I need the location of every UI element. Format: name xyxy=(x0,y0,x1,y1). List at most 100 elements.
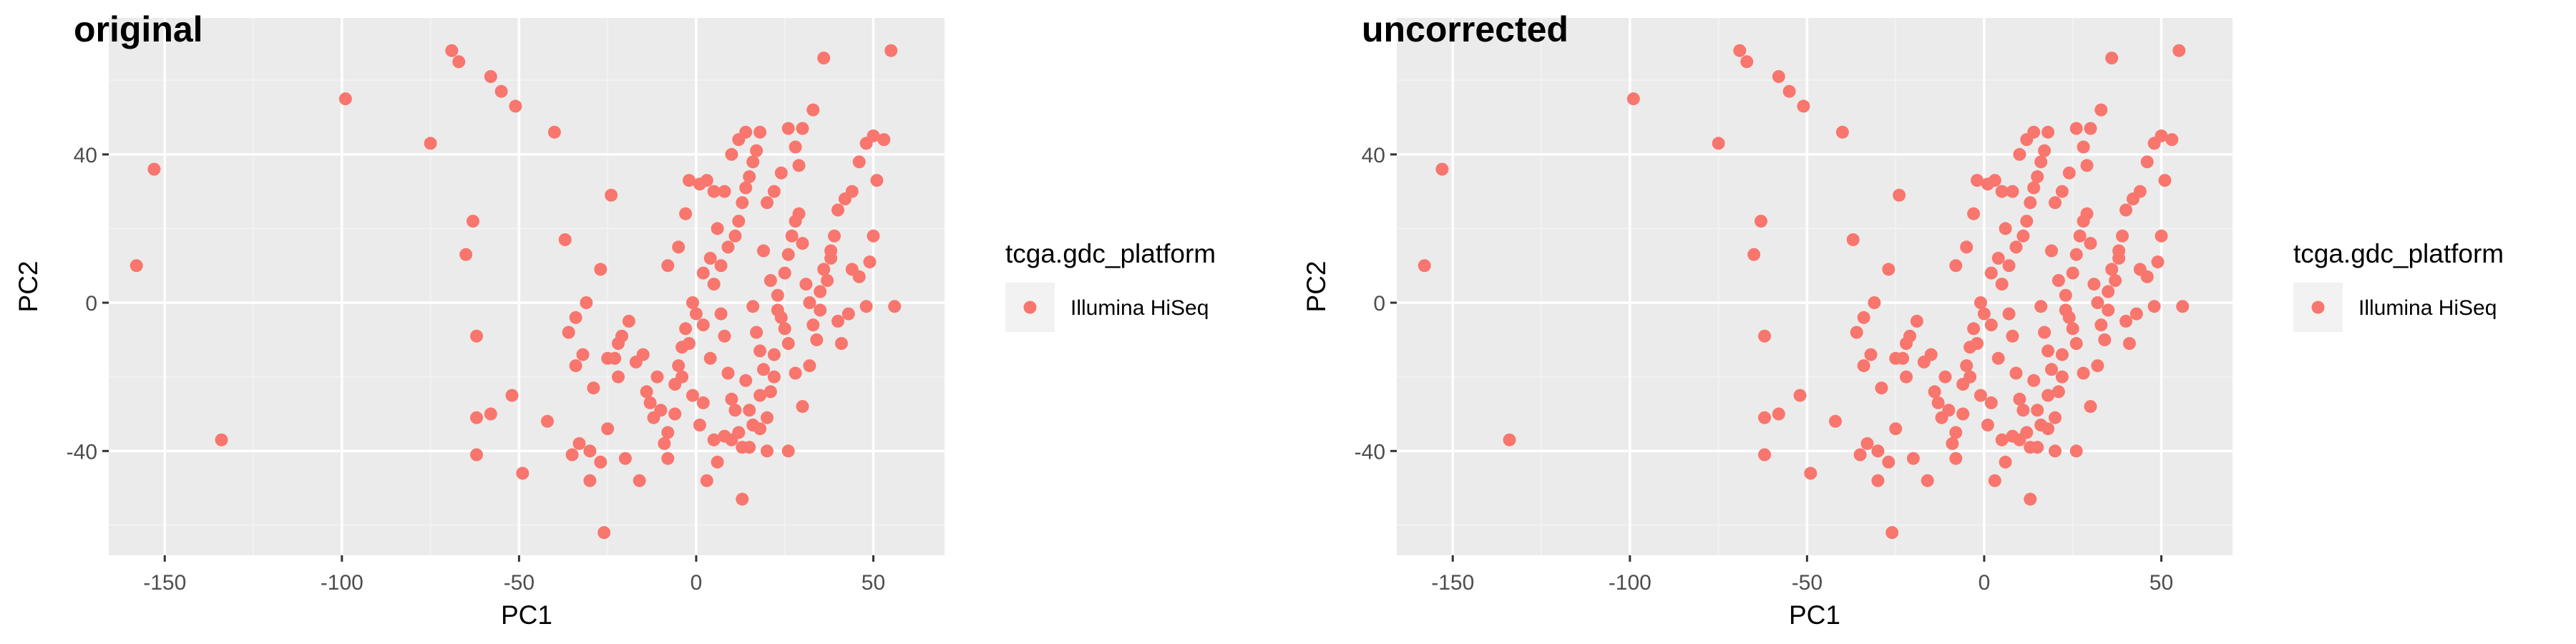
data-point xyxy=(1889,422,1903,436)
data-point xyxy=(1758,329,1771,343)
data-point xyxy=(583,474,597,487)
data-point xyxy=(1793,389,1807,402)
data-point xyxy=(1946,436,1959,450)
data-point xyxy=(576,348,590,361)
data-point xyxy=(728,229,742,243)
data-point xyxy=(884,44,898,57)
data-point xyxy=(714,259,728,273)
data-point xyxy=(580,296,593,309)
data-point xyxy=(781,444,795,458)
data-point xyxy=(2158,174,2172,187)
data-point xyxy=(834,337,848,350)
data-point xyxy=(2155,229,2168,243)
data-point xyxy=(824,251,838,265)
data-point xyxy=(814,303,827,317)
data-point xyxy=(718,185,731,198)
data-point xyxy=(2038,144,2051,157)
data-point xyxy=(2049,196,2062,210)
data-point xyxy=(2147,300,2161,313)
data-point xyxy=(753,344,767,358)
data-point xyxy=(484,70,497,83)
data-point xyxy=(2051,274,2065,287)
data-point xyxy=(743,404,756,417)
data-point xyxy=(757,363,770,376)
data-point xyxy=(2165,133,2179,147)
data-point xyxy=(696,318,710,332)
data-point xyxy=(2102,303,2115,317)
data-point xyxy=(424,137,437,150)
data-point xyxy=(338,92,352,106)
data-point xyxy=(792,207,806,220)
data-point xyxy=(803,359,816,373)
data-point xyxy=(2077,366,2090,380)
data-point xyxy=(1853,448,1867,462)
scatter-chart: -150 -100 -50 0 50 -40 0 40 original PC1 PC2 tcga.g… xyxy=(14,9,1216,630)
data-point xyxy=(725,147,738,161)
data-point xyxy=(767,185,781,198)
data-point xyxy=(1871,474,1885,487)
data-point xyxy=(721,366,735,380)
data-point xyxy=(594,263,608,276)
data-point xyxy=(1857,359,1870,373)
data-point xyxy=(2055,348,2069,361)
data-point xyxy=(2133,185,2147,198)
data-point xyxy=(612,370,625,384)
data-point xyxy=(2176,300,2190,313)
data-point xyxy=(746,155,760,169)
data-point xyxy=(852,155,866,169)
scatter-panel-uncorrected: -150 -100 -50 0 50 -40 0 40 uncorrected PC1 PC2 tcg… xyxy=(1288,0,2576,644)
data-point xyxy=(558,233,572,246)
x-tick-label: 50 xyxy=(862,571,885,595)
data-point xyxy=(2077,140,2090,154)
data-point xyxy=(870,174,884,187)
data-point xyxy=(761,444,774,458)
data-point xyxy=(2009,366,2023,380)
data-point xyxy=(618,452,632,465)
data-point xyxy=(785,229,799,243)
data-point xyxy=(739,181,753,195)
data-point xyxy=(771,303,784,317)
data-point xyxy=(1906,452,1920,465)
y-tick-label: 0 xyxy=(85,292,97,316)
data-point xyxy=(2105,52,2119,65)
data-point xyxy=(1938,370,1952,384)
data-point xyxy=(761,411,774,424)
data-point xyxy=(654,404,668,417)
data-point xyxy=(707,185,721,198)
data-point xyxy=(796,237,809,250)
data-point xyxy=(2116,229,2129,243)
data-point xyxy=(789,140,802,154)
x-tick-label: -150 xyxy=(143,571,186,595)
data-point xyxy=(2024,196,2037,210)
data-point xyxy=(2080,207,2094,220)
data-point xyxy=(696,396,710,409)
data-point xyxy=(1995,433,2009,447)
data-point xyxy=(1733,44,1747,57)
data-point xyxy=(2094,103,2108,117)
legend-entry-label: Illumina HiSeq xyxy=(1070,296,1209,320)
y-tick-label: -40 xyxy=(67,440,97,464)
data-point xyxy=(612,337,625,350)
data-point xyxy=(516,467,530,480)
data-point xyxy=(707,278,721,291)
data-point xyxy=(845,185,859,198)
data-point xyxy=(2098,333,2112,346)
data-point xyxy=(470,329,483,343)
data-point xyxy=(686,296,699,309)
data-point xyxy=(2094,318,2108,332)
data-point xyxy=(547,125,561,139)
data-point xyxy=(736,492,749,506)
x-tick-label: 0 xyxy=(1979,571,1991,595)
data-point xyxy=(1995,278,2009,291)
data-point xyxy=(806,318,820,332)
data-point xyxy=(1712,137,1725,150)
data-point xyxy=(852,270,866,283)
data-point xyxy=(1967,207,1981,220)
data-point xyxy=(470,448,483,462)
data-point xyxy=(778,266,791,280)
data-point xyxy=(686,389,699,402)
data-point xyxy=(1857,311,1870,324)
data-point xyxy=(831,203,844,217)
data-point xyxy=(711,455,724,469)
data-point xyxy=(2045,363,2058,376)
